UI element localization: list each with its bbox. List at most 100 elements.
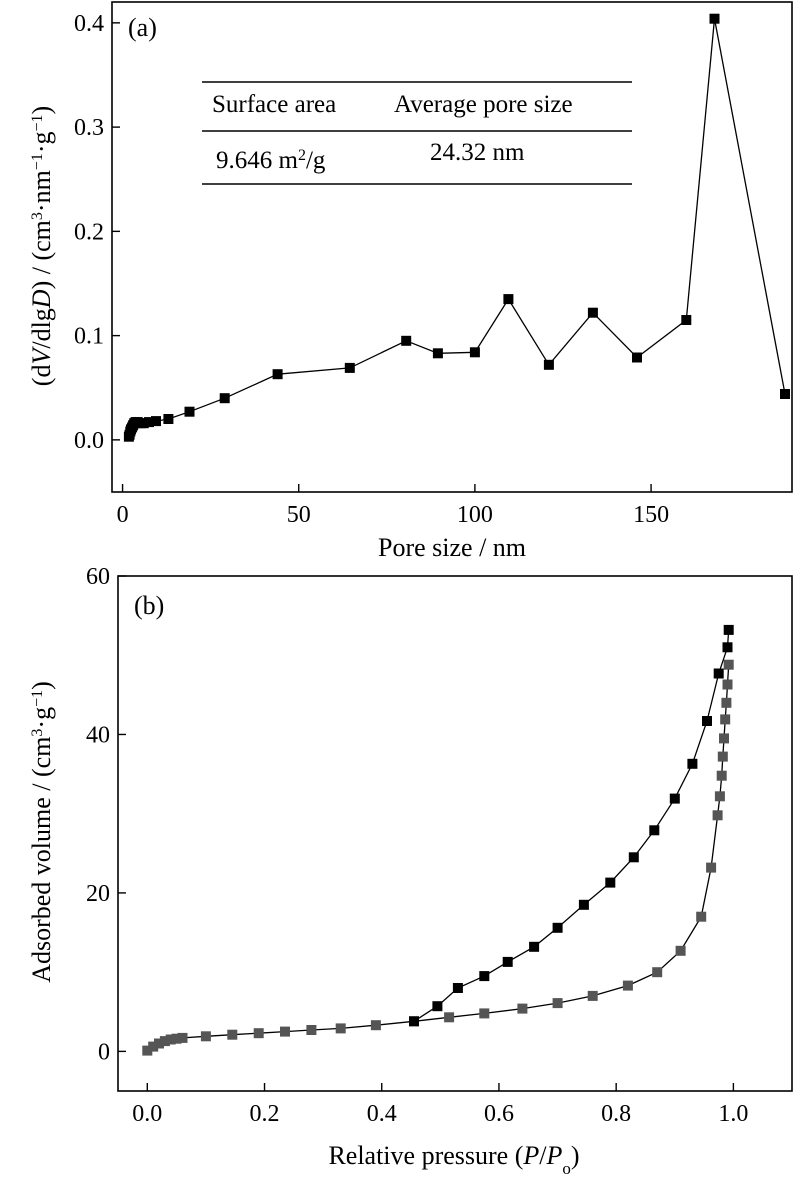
panel-b-series-1-point bbox=[452, 983, 463, 993]
panel-b-series-0-point bbox=[142, 1045, 153, 1056]
panel-a-xtick-label: 100 bbox=[457, 502, 493, 528]
panel-b-series-0-point bbox=[253, 1028, 264, 1039]
panel-b-series-1-point bbox=[669, 793, 680, 804]
panel-b-series-0-point bbox=[587, 990, 598, 1001]
panel-b-series-1-point bbox=[702, 716, 712, 726]
panel-b-xtick-label: 1.0 bbox=[718, 1101, 748, 1127]
panel-b-series-0-point bbox=[720, 714, 731, 725]
panel-b-series-0-point bbox=[719, 733, 729, 744]
panel-a-series-0-point bbox=[144, 417, 154, 428]
panel-b-series-0-point bbox=[154, 1038, 164, 1049]
panel-b-xtick-label: 0.0 bbox=[132, 1101, 162, 1127]
panel-a-series-0-point bbox=[681, 315, 692, 325]
panel-a-series-0-point bbox=[587, 307, 598, 318]
panel-b-series-1-point bbox=[605, 877, 616, 888]
panel-b-series-0-point bbox=[148, 1041, 159, 1052]
panel-b-xtick-label: 0.4 bbox=[367, 1101, 397, 1127]
panel-b-series-1-point bbox=[723, 624, 734, 635]
panel-b-series-0-point bbox=[171, 1033, 182, 1044]
panel-a-ytick-label: 0.1 bbox=[74, 324, 104, 350]
summary-table: Surface area Average pore size 9.646 m2/… bbox=[202, 81, 632, 185]
panel-a-ytick-label: 0.4 bbox=[74, 11, 104, 37]
panel-b-series-1-point bbox=[552, 922, 563, 933]
panel-b-series-0-point bbox=[335, 1023, 346, 1034]
panel-b-series-1-point bbox=[578, 899, 589, 910]
table-header-pore: Average pore size bbox=[394, 91, 573, 118]
panel-b-series-1-point bbox=[409, 1016, 419, 1027]
panel-a-series-0-point bbox=[543, 359, 554, 370]
panel-b-series-1-point bbox=[479, 971, 490, 982]
panel-b-series-0-point bbox=[675, 945, 686, 956]
panel-b-frame bbox=[117, 575, 793, 1092]
panel-a-series-0-point bbox=[219, 393, 230, 404]
panel-a-series-0-point bbox=[163, 414, 174, 424]
panel-b-series-0-point bbox=[165, 1034, 176, 1045]
panel-a-label: (a) bbox=[128, 13, 157, 42]
panel-b-series-0-point bbox=[444, 1012, 455, 1023]
panel-a-xlabel: Pore size / nm bbox=[378, 533, 526, 562]
panel-a-series-0-point bbox=[709, 13, 720, 24]
panel-b-series-0-point bbox=[479, 1008, 490, 1019]
panel-a-ytick-label: 0.3 bbox=[74, 115, 104, 141]
panel-a-series-0-point bbox=[780, 389, 790, 399]
panel-b-series-0-point bbox=[696, 911, 707, 922]
panel-a-xtick-label: 50 bbox=[287, 502, 311, 528]
panel-b-label: (b) bbox=[134, 591, 164, 620]
panel-a-series-0-point bbox=[469, 347, 480, 358]
panel-a-series-0-point bbox=[272, 369, 283, 380]
panel-b-series-0-point bbox=[552, 998, 563, 1009]
panel-b-series-1-point bbox=[722, 642, 733, 653]
panel-a-series-0-point bbox=[503, 294, 514, 305]
panel-b-series-0-point bbox=[370, 1020, 381, 1031]
panel-b-series-0-point bbox=[159, 1036, 170, 1047]
panel-b-series-1-line bbox=[413, 629, 730, 1022]
panel-b-ytick-label: 20 bbox=[86, 881, 110, 907]
panel-b-xtick-label: 0.2 bbox=[250, 1101, 280, 1127]
panel-a-ylabel: (dV/dlgD) / (cm3·nm−1·g−1) bbox=[27, 106, 56, 386]
table-header-surface: Surface area bbox=[212, 91, 336, 118]
panel-a-xtick-label: 150 bbox=[633, 502, 669, 528]
panel-a-series-0-point bbox=[138, 418, 149, 429]
panel-b-series-1-point bbox=[502, 956, 513, 967]
panel-a-xtick-label: 0 bbox=[117, 502, 129, 528]
panel-a-series-0-point bbox=[344, 362, 355, 373]
panel-b-series-0-point bbox=[622, 980, 633, 991]
panel-b-series-0-point bbox=[200, 1031, 211, 1042]
panel-b-series-1-point bbox=[687, 758, 698, 769]
panel-b-ytick-label: 0 bbox=[98, 1039, 110, 1065]
panel-a-series-0-point bbox=[151, 416, 161, 427]
panel-b-xlabel: Relative pressure (P/Po) bbox=[328, 1141, 579, 1177]
panel-b-series-0-point bbox=[714, 791, 725, 802]
panel-b-series-0-point bbox=[712, 810, 723, 821]
panel-b-ylabel: Adsorbed volume / (cm3·g−1) bbox=[27, 681, 56, 983]
panel-b-series-0-point bbox=[177, 1032, 188, 1043]
panel-b-xtick-label: 0.6 bbox=[484, 1101, 514, 1127]
panel-b-series-0-point bbox=[280, 1026, 290, 1037]
panel-a-series-0-point bbox=[432, 348, 443, 359]
panel-b-series-1-point bbox=[432, 1001, 443, 1012]
panel-a-frame bbox=[111, 1, 793, 493]
panel-b-series-0-point bbox=[717, 751, 728, 762]
panel-b-series-0-point bbox=[227, 1029, 238, 1040]
panel-b-series-1-point bbox=[713, 668, 724, 679]
panel-b-series-0-point bbox=[716, 770, 727, 781]
table-pore-value: 24.32 nm bbox=[430, 139, 525, 166]
panel-a-ytick-label: 0.0 bbox=[74, 428, 104, 454]
panel-b-xtick-label: 0.8 bbox=[601, 1101, 631, 1127]
panel-b-series-0-point bbox=[721, 697, 732, 708]
table-surface-value: 9.646 m2/g bbox=[216, 147, 326, 175]
panel-a-series-0-point bbox=[184, 406, 195, 417]
panel-b-ytick-label: 40 bbox=[86, 722, 110, 748]
panel-a-ytick-label: 0.2 bbox=[74, 219, 104, 245]
panel-a-series-0-point bbox=[401, 335, 412, 346]
panel-b-series-0-point bbox=[517, 1003, 528, 1014]
panel-b-series-0-point bbox=[306, 1025, 317, 1035]
panel-b-series-0-point bbox=[706, 862, 717, 873]
panel-a-series-0-point bbox=[632, 352, 642, 363]
panel-b-series-0-line bbox=[146, 664, 730, 1052]
panel-b-series-0-point bbox=[722, 679, 733, 690]
panel-b-series-0-point bbox=[652, 967, 663, 978]
panel-b-ytick-label: 60 bbox=[86, 564, 110, 590]
panel-b-series-1-point bbox=[628, 852, 639, 863]
